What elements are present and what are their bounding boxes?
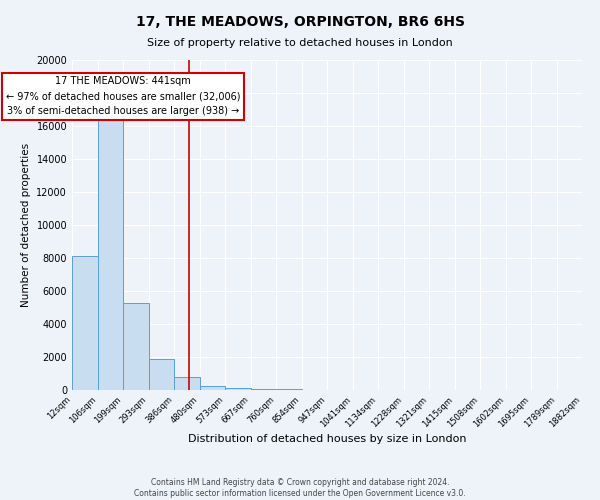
Bar: [225, 388, 251, 390]
Text: 17, THE MEADOWS, ORPINGTON, BR6 6HS: 17, THE MEADOWS, ORPINGTON, BR6 6HS: [136, 15, 464, 29]
Text: Contains HM Land Registry data © Crown copyright and database right 2024.
Contai: Contains HM Land Registry data © Crown c…: [134, 478, 466, 498]
X-axis label: Distribution of detached houses by size in London: Distribution of detached houses by size …: [188, 434, 466, 444]
Bar: [98, 116, 123, 390]
Bar: [123, 302, 149, 390]
Y-axis label: Number of detached properties: Number of detached properties: [21, 143, 31, 307]
Bar: [276, 388, 302, 390]
Bar: [174, 377, 200, 390]
Text: 17 THE MEADOWS: 441sqm
← 97% of detached houses are smaller (32,006)
3% of semi-: 17 THE MEADOWS: 441sqm ← 97% of detached…: [6, 76, 241, 116]
Bar: [251, 388, 276, 390]
Bar: [149, 360, 174, 390]
Bar: [72, 256, 98, 390]
Text: Size of property relative to detached houses in London: Size of property relative to detached ho…: [147, 38, 453, 48]
Bar: [200, 386, 225, 390]
